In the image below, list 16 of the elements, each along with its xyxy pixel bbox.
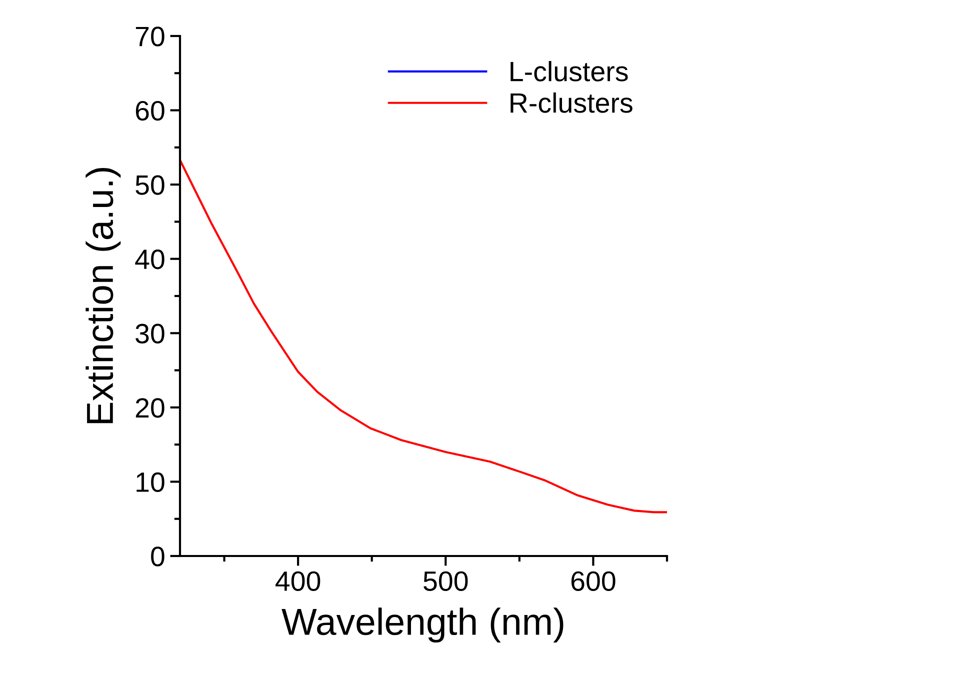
x-tick-label: 500 xyxy=(424,571,468,591)
y-tick-label: 10 xyxy=(136,472,164,492)
y-axis-title: Extinction (a.u.) xyxy=(86,168,121,424)
y-tick-label: 30 xyxy=(136,324,164,344)
legend-label: R-clusters xyxy=(510,92,632,113)
y-tick-label: 60 xyxy=(136,100,164,121)
line-series xyxy=(180,159,667,514)
y-tick-label: 40 xyxy=(135,250,164,270)
y-tick-label: 20 xyxy=(136,398,164,418)
y-tick-label: 50 xyxy=(136,175,164,195)
legend-label: L-clusters xyxy=(510,61,628,82)
x-tick-label: 400 xyxy=(276,571,320,591)
y-tick-label: 0 xyxy=(151,546,164,566)
x-axis-title: Wavelength (nm) xyxy=(282,608,564,643)
y-tick-label: 70 xyxy=(136,26,164,46)
x-tick-label: 600 xyxy=(571,571,616,591)
